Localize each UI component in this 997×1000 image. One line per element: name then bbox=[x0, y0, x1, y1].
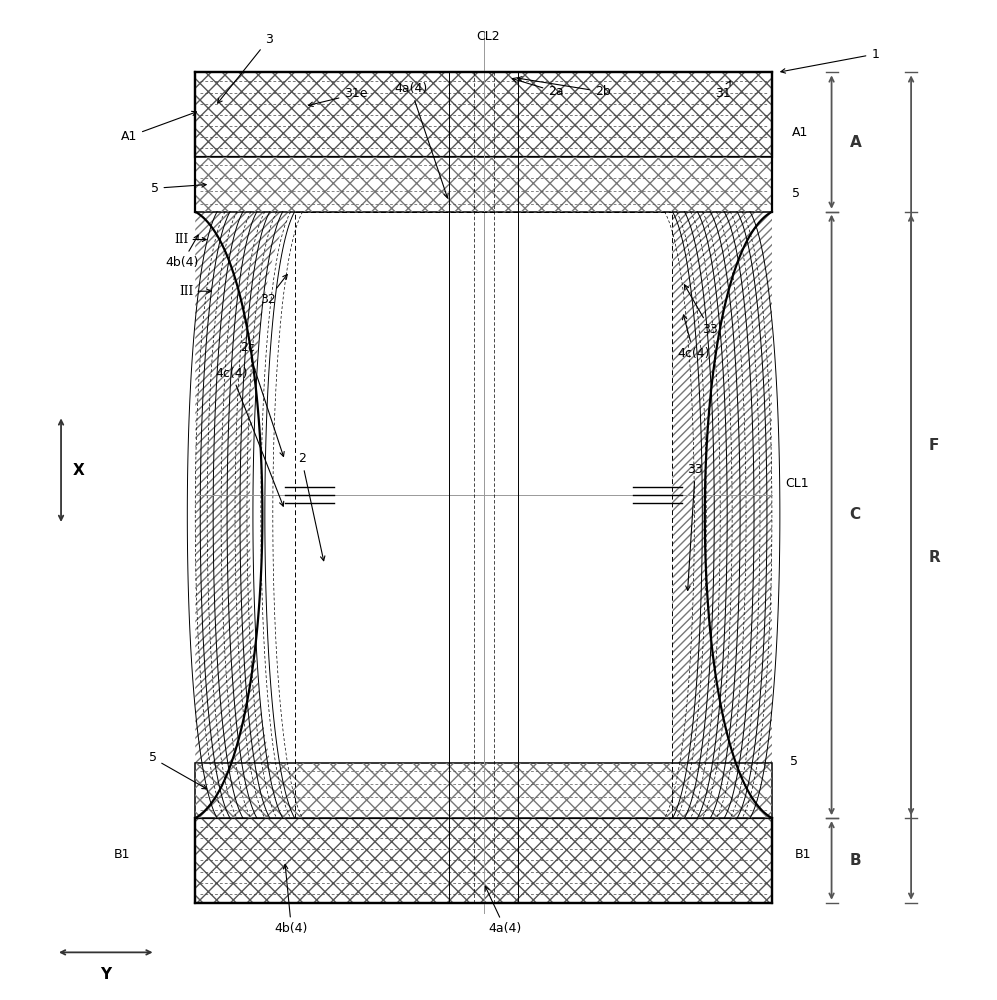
Text: CL2: CL2 bbox=[477, 30, 500, 43]
Bar bbox=[195, 72, 772, 157]
Text: 2: 2 bbox=[298, 452, 325, 561]
Text: Y: Y bbox=[101, 967, 112, 982]
Text: F: F bbox=[929, 438, 939, 453]
Text: 33: 33 bbox=[684, 285, 718, 336]
Text: X: X bbox=[73, 463, 85, 478]
Text: R: R bbox=[929, 550, 941, 565]
Text: C: C bbox=[849, 507, 860, 522]
Bar bbox=[195, 157, 772, 212]
Text: 4b(4): 4b(4) bbox=[166, 235, 198, 269]
Text: A1: A1 bbox=[121, 111, 196, 143]
Text: 31: 31 bbox=[715, 81, 731, 100]
Text: 4a(4): 4a(4) bbox=[394, 82, 449, 198]
Text: III: III bbox=[179, 285, 193, 298]
Polygon shape bbox=[195, 212, 295, 818]
Bar bbox=[195, 72, 772, 157]
Text: A: A bbox=[849, 135, 861, 150]
Text: 5: 5 bbox=[149, 751, 206, 789]
Text: A1: A1 bbox=[792, 126, 809, 139]
Text: 2b: 2b bbox=[517, 77, 611, 98]
Text: 3: 3 bbox=[217, 33, 273, 103]
Bar bbox=[195, 157, 772, 212]
Text: 33: 33 bbox=[686, 463, 703, 590]
Bar bbox=[195, 763, 772, 818]
Bar bbox=[195, 818, 772, 903]
Bar bbox=[195, 763, 772, 818]
Text: CL1: CL1 bbox=[785, 477, 809, 490]
Text: 31e: 31e bbox=[308, 87, 368, 106]
Text: 4b(4): 4b(4) bbox=[275, 864, 308, 935]
Text: B: B bbox=[849, 853, 861, 868]
Polygon shape bbox=[673, 212, 772, 818]
Text: 5: 5 bbox=[792, 187, 800, 200]
Text: 4c(4): 4c(4) bbox=[215, 367, 284, 506]
Text: 2a: 2a bbox=[512, 78, 564, 98]
Bar bbox=[195, 818, 772, 903]
Text: 4c(4): 4c(4) bbox=[677, 315, 710, 360]
Text: 4a(4): 4a(4) bbox=[486, 886, 521, 935]
Text: 32: 32 bbox=[260, 275, 287, 306]
Text: B1: B1 bbox=[114, 848, 131, 861]
Text: 5: 5 bbox=[790, 755, 798, 768]
Text: 5: 5 bbox=[151, 182, 206, 195]
Text: 2c: 2c bbox=[240, 341, 284, 456]
Text: III: III bbox=[174, 233, 188, 246]
Text: B1: B1 bbox=[795, 848, 812, 861]
Text: 1: 1 bbox=[781, 48, 879, 73]
